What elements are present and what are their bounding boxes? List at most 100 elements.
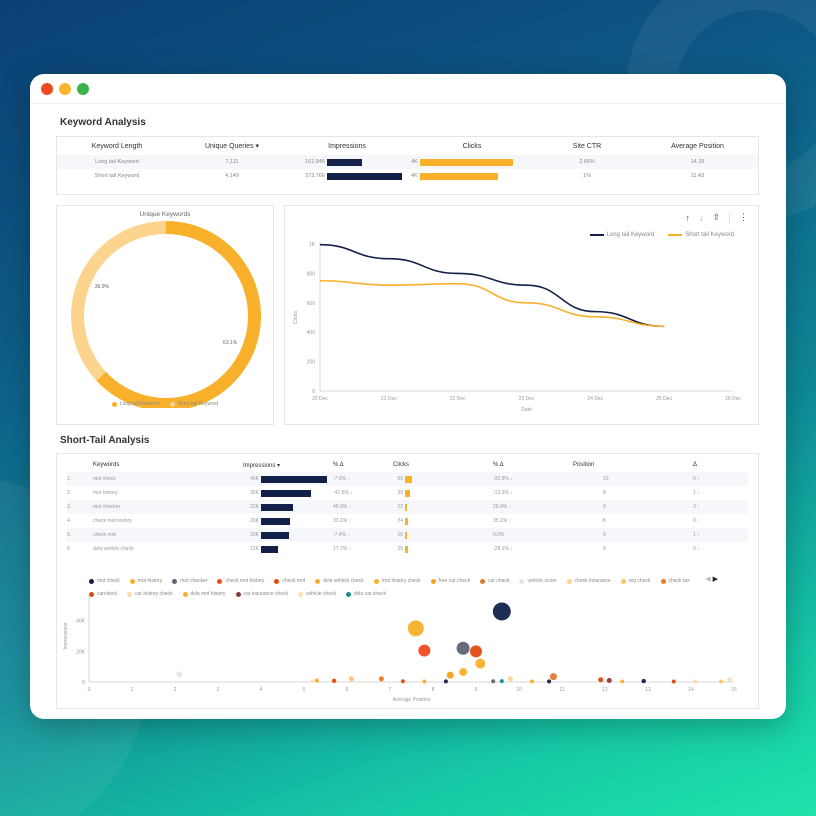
maximize-button[interactable] [77, 82, 89, 95]
column-header[interactable]: Δ [693, 462, 698, 468]
scatter-point[interactable] [331, 678, 337, 683]
clicks-cell: 4K [407, 169, 537, 183]
more-options-icon[interactable]: ⋮ [739, 212, 748, 222]
scatter-point[interactable] [446, 671, 454, 679]
line-series[interactable] [319, 243, 665, 328]
column-header[interactable]: Position [573, 462, 595, 468]
column-header[interactable]: Average Position [671, 142, 724, 150]
scatter-point[interactable] [620, 679, 625, 684]
impressions-delta-cell: -7.6% ↓ [333, 472, 393, 486]
scatter-point[interactable] [606, 677, 612, 683]
scatter-point[interactable] [314, 678, 319, 683]
clicks-delta-cell: 35.1% ↑ [493, 518, 512, 524]
legend-item[interactable]: check mot history [217, 576, 264, 587]
scatter-point[interactable] [475, 658, 486, 669]
legend-item[interactable]: carcheck [89, 589, 117, 600]
legend-item[interactable]: Short tail Keyword [668, 232, 734, 238]
column-header[interactable]: Site CTR [572, 142, 602, 150]
legend-item[interactable]: free car check [430, 576, 470, 587]
legend-dot-icon [620, 579, 626, 584]
legend-item[interactable]: check tax [660, 576, 690, 587]
clicks-cell: 16 [393, 528, 493, 542]
scatter-point[interactable] [641, 678, 646, 684]
legend-next-button[interactable]: ▶ [712, 576, 718, 583]
table-row[interactable]: 1. mot check 46K -7.6% ↓ 53 -20.9% ↓ 10 0 ↓ [67, 472, 748, 486]
scatter-point[interactable] [492, 602, 511, 621]
arrow-down-icon[interactable]: ↓ [698, 212, 704, 223]
scatter-point[interactable] [348, 676, 354, 682]
legend-item[interactable]: mot checker [172, 576, 207, 587]
scatter-point[interactable] [491, 679, 496, 684]
legend-item[interactable]: car history check [127, 589, 173, 600]
legend-prev-button[interactable]: ◀ [705, 576, 711, 583]
legend-item[interactable]: check mot [274, 576, 305, 587]
legend-item[interactable]: Long tail Keyword [589, 232, 654, 238]
table-row[interactable]: Short tail Keyword 4,149 373,766 4K 1% 11.43 [57, 169, 758, 183]
table-row[interactable]: 6. dvla vehicle check 12K 17.7% ↑ 25 -28.1% ↓… [67, 542, 748, 556]
short-tail-table: Keywords Impressions ▾ % Δ Clicks % Δ Po… [67, 458, 748, 556]
legend-item[interactable]: vehicle score [519, 576, 557, 587]
column-header[interactable]: Unique Queries ▾ [204, 143, 260, 150]
legend-item[interactable]: vehicle check [298, 589, 336, 600]
column-header[interactable]: Clicks [462, 142, 482, 150]
scatter-point[interactable] [176, 671, 183, 678]
scatter-point[interactable] [598, 677, 604, 683]
svg-text:0: 0 [88, 687, 91, 693]
line-chart-legend: Long tail Keyword Short tail Keyword [589, 232, 734, 238]
legend-item[interactable]: reg check [620, 576, 651, 587]
unique-keywords-card: Unique Keywords 63.1% 36.9% Long tail Key… [56, 205, 274, 425]
scatter-point[interactable] [456, 641, 470, 655]
legend-item[interactable]: car check [480, 576, 509, 587]
legend-item[interactable]: check insurance [566, 576, 611, 587]
legend-item[interactable]: Short tail Keyword [169, 401, 218, 407]
scatter-point[interactable] [470, 645, 482, 658]
legend-item[interactable]: car insurance check [235, 589, 288, 600]
column-header[interactable]: Impressions ▾ [243, 462, 281, 469]
scatter-point[interactable] [693, 679, 698, 684]
legend-item[interactable]: mot check [89, 576, 120, 587]
scatter-point[interactable] [418, 644, 431, 657]
export-icon[interactable]: ⇧ [712, 212, 720, 222]
svg-text:15: 15 [731, 687, 737, 693]
legend-item[interactable]: dvla vehicle check [315, 576, 364, 587]
scatter-point[interactable] [719, 679, 724, 684]
table-row[interactable]: 4. check mot history 20K 33.1% ↑ 24 35.1% ↑ 8 0… [67, 514, 748, 528]
table-row[interactable]: 5. check mot 20K -7.4% ↓ 16 0.0% 9 1 ↓ [67, 528, 748, 542]
column-header[interactable]: Keyword Length [91, 142, 143, 150]
close-button[interactable] [41, 82, 53, 95]
minimize-button[interactable] [59, 82, 71, 95]
legend-item[interactable]: mot history [129, 576, 162, 587]
arrow-up-icon[interactable]: ↑ [685, 212, 690, 223]
scatter-point[interactable] [407, 620, 424, 637]
impressions-bar [261, 545, 279, 553]
column-header[interactable]: % Δ [333, 462, 344, 468]
legend-item[interactable]: Long tail Keyword [111, 401, 160, 407]
donut-slice[interactable] [96, 221, 261, 411]
scatter-point[interactable] [443, 679, 448, 684]
column-header[interactable]: Keywords [93, 462, 120, 468]
scatter-point[interactable] [499, 679, 504, 684]
column-header[interactable]: % Δ [493, 462, 504, 468]
scatter-point[interactable] [378, 676, 384, 682]
scatter-point[interactable] [529, 679, 534, 684]
table-row[interactable]: 3. mot checker 22K 45.9% ↑ 12 29.4% ↑ 9 3 ↑ [67, 500, 748, 514]
scatter-point[interactable] [727, 677, 732, 682]
line-series[interactable] [319, 279, 665, 328]
svg-text:9: 9 [475, 687, 478, 693]
table-row[interactable]: Long tail Keyword 7,111 162,845 4K 2.66% 14.3… [57, 155, 758, 169]
legend-item[interactable]: mot history check [373, 576, 421, 587]
table-row[interactable]: 2. mot history 35K -41.5% ↓ 39 -13.3% ↓ 8 1 ↓ [67, 486, 748, 500]
column-header[interactable]: Clicks [393, 462, 409, 468]
scatter-point[interactable] [310, 679, 315, 684]
donut-slice[interactable] [70, 221, 166, 381]
scatter-point[interactable] [507, 676, 513, 682]
legend-item[interactable]: dvla mot history [182, 589, 226, 600]
scatter-point[interactable] [400, 679, 405, 684]
scatter-point[interactable] [422, 679, 427, 684]
scatter-point[interactable] [549, 673, 557, 681]
column-header[interactable]: Impressions [328, 142, 366, 150]
scatter-point[interactable] [459, 668, 468, 677]
scatter-point[interactable] [671, 679, 676, 684]
legend-item[interactable]: dvla car check [346, 589, 386, 600]
scatter-point[interactable] [547, 679, 552, 684]
